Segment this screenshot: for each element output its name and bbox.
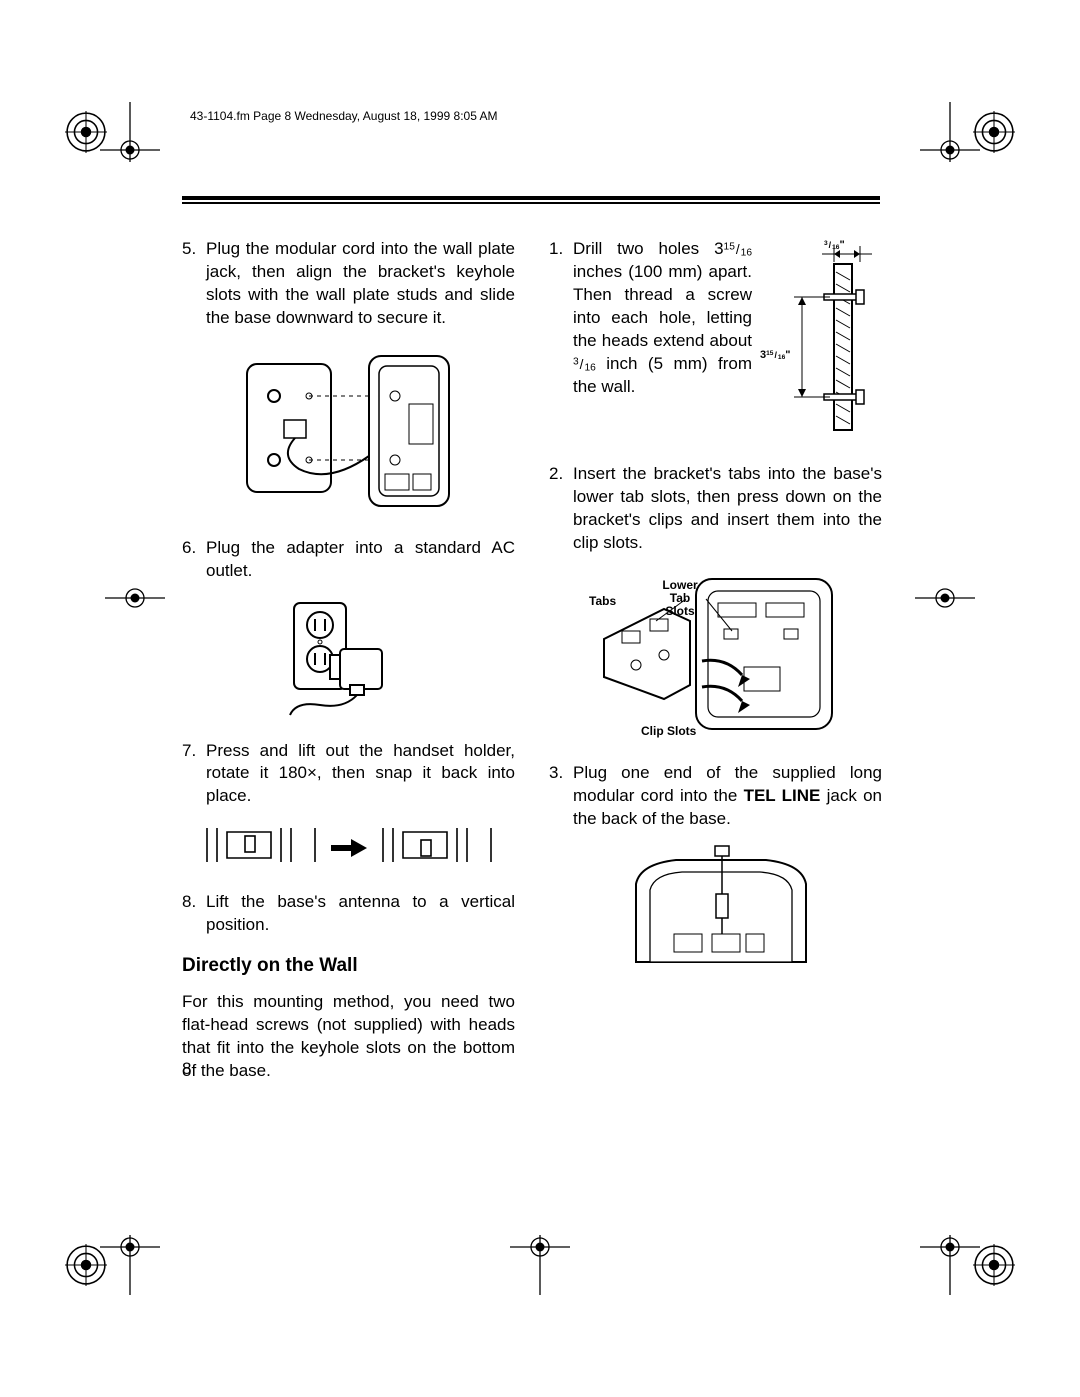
step-r1-text: Drill two holes 315/16 inches (100 mm) a… <box>573 239 752 396</box>
intro-paragraph: For this mounting method, you need two f… <box>182 991 515 1083</box>
tel-line-illustration-icon <box>616 844 816 964</box>
crop-mark-top-right <box>920 102 980 162</box>
page-content: 5.Plug the modular cord into the wall pl… <box>182 238 882 1095</box>
step-r2-text: Insert the bracket's tabs into the base'… <box>573 464 882 552</box>
page-number: 8 <box>182 1059 191 1079</box>
page-header-tag: 43-1104.fm Page 8 Wednesday, August 18, … <box>190 109 498 123</box>
right-column: 1. Drill two holes 315/16 inches (100 mm… <box>549 238 882 1095</box>
crop-mark-bottom-left <box>100 1235 160 1295</box>
step-r1: 1. Drill two holes 315/16 inches (100 mm… <box>549 238 752 399</box>
wallplate-illustration-icon <box>219 344 479 514</box>
figure-tel-line <box>549 844 882 971</box>
figure-wallplate <box>182 344 515 521</box>
label-lower-tab-slots: Lower Tab Slots <box>655 579 705 619</box>
step-r3-text: Plug one end of the supplied long modula… <box>573 763 882 828</box>
crop-glyph-icon <box>973 111 1015 153</box>
crop-target-icon <box>100 102 160 162</box>
dim-label-top: 3/16" <box>824 238 845 253</box>
dim-label-side: 315/16" <box>760 348 790 363</box>
crop-mark-bottom-right <box>920 1235 980 1295</box>
label-tabs: Tabs <box>589 593 616 609</box>
step-7: 7.Press and lift out the handset holder,… <box>182 740 515 809</box>
top-double-rule <box>182 196 880 204</box>
subhead-directly-on-wall: Directly on the Wall <box>182 953 515 979</box>
left-column: 5.Plug the modular cord into the wall pl… <box>182 238 515 1095</box>
outlet-illustration-icon <box>274 597 424 717</box>
crop-glyph-icon <box>65 111 107 153</box>
step-5: 5.Plug the modular cord into the wall pl… <box>182 238 515 330</box>
bracket-tabs-illustration-icon <box>586 569 846 739</box>
step-r2: 2.Insert the bracket's tabs into the bas… <box>549 463 882 555</box>
drill-dimension-illustration-icon <box>762 238 882 438</box>
step-r3: 3. Plug one end of the supplied long mod… <box>549 762 882 831</box>
step-8: 8.Lift the base's antenna to a vertical … <box>182 891 515 937</box>
crop-target-icon <box>920 102 980 162</box>
step-5-text: Plug the modular cord into the wall plat… <box>206 239 515 327</box>
crop-mark-top-left <box>100 102 160 162</box>
step-6: 6.Plug the adapter into a standard AC ou… <box>182 537 515 583</box>
figure-bracket-tabs: Tabs Lower Tab Slots Clip Slots <box>549 569 882 746</box>
crop-mark-bottom-center <box>510 1235 570 1295</box>
figure-outlet <box>182 597 515 724</box>
label-clip-slots: Clip Slots <box>641 723 696 739</box>
step-6-text: Plug the adapter into a standard AC outl… <box>206 538 515 580</box>
crop-glyph-icon <box>65 1244 107 1286</box>
figure-handset-holder <box>182 822 515 875</box>
figure-drill-dimensions: 3/16" 315/16" <box>762 238 882 445</box>
step-7-text: Press and lift out the handset holder, r… <box>206 741 515 806</box>
crop-glyph-icon <box>973 1244 1015 1286</box>
handset-holder-illustration-icon <box>199 822 499 868</box>
step-8-text: Lift the base's antenna to a vertical po… <box>206 892 515 934</box>
crop-mark-mid-left <box>105 568 165 628</box>
crop-mark-mid-right <box>915 568 975 628</box>
